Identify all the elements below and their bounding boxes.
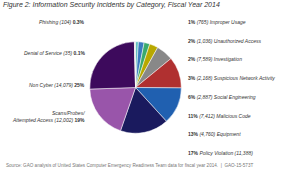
svg-text:1% (765) Improper Usage: 1% (765) Improper Usage [188, 19, 246, 25]
svg-text:17% Policy Violation (11,388): 17% Policy Violation (11,388) [188, 150, 253, 156]
svg-text:13% (4,760) Equipment: 13% (4,760) Equipment [188, 131, 241, 137]
svg-text:3% (2,168) Suspicious Network: 3% (2,168) Suspicious Network Activity [188, 75, 275, 81]
svg-text:Denial of Service (35) 0.1%: Denial of Service (35) 0.1% [24, 50, 85, 56]
svg-text:Non Cyber (14,079) 25%: Non Cyber (14,079) 25% [29, 82, 85, 88]
svg-text:Phishing (104) 0.3%: Phishing (104) 0.3% [39, 19, 85, 25]
svg-text:Scans/Probes/Attempted Access: Scans/Probes/Attempted Access (12,002) 1… [12, 110, 85, 123]
svg-text:11% (7,412) Malicious Code: 11% (7,412) Malicious Code [188, 113, 251, 119]
svg-text:Figure 2: Information Security: Figure 2: Information Security Incidents… [3, 1, 220, 9]
svg-text:Source: GAO analysis of United: Source: GAO analysis of United States Co… [6, 163, 253, 168]
svg-text:2% (7,589) Investigation: 2% (7,589) Investigation [188, 56, 242, 62]
svg-text:6% (2,887) Social Engineering: 6% (2,887) Social Engineering [188, 94, 256, 100]
svg-text:2% (1,036) Unauthorized Access: 2% (1,036) Unauthorized Access [188, 38, 261, 44]
